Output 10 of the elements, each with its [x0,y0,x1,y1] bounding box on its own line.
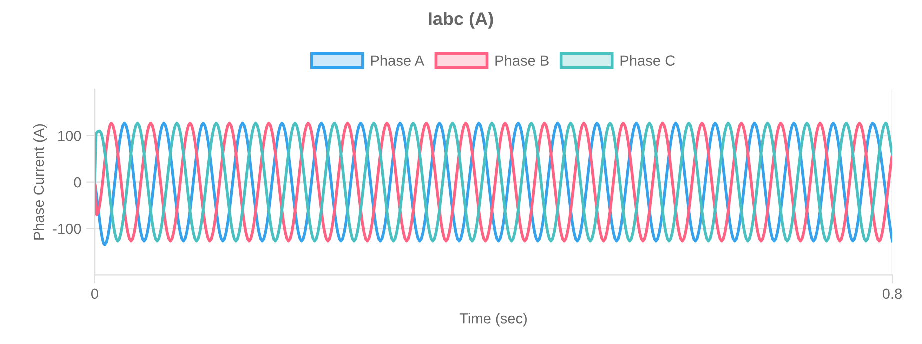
legend-label: Phase B [496,55,549,66]
chart-title: Iabc (A) [429,12,494,29]
y-tick-label: 100 [58,130,82,142]
x-tick-label: 0.8 [882,288,902,300]
legend-label: Phase A [371,55,425,66]
y-tick-label: -100 [53,224,82,234]
x-axis-title: Time (sec) [460,313,527,327]
legend-label: Phase C [620,55,676,66]
y-tick-label: 0 [74,177,82,188]
y-axis-title: Phase Current (A) [33,124,48,240]
